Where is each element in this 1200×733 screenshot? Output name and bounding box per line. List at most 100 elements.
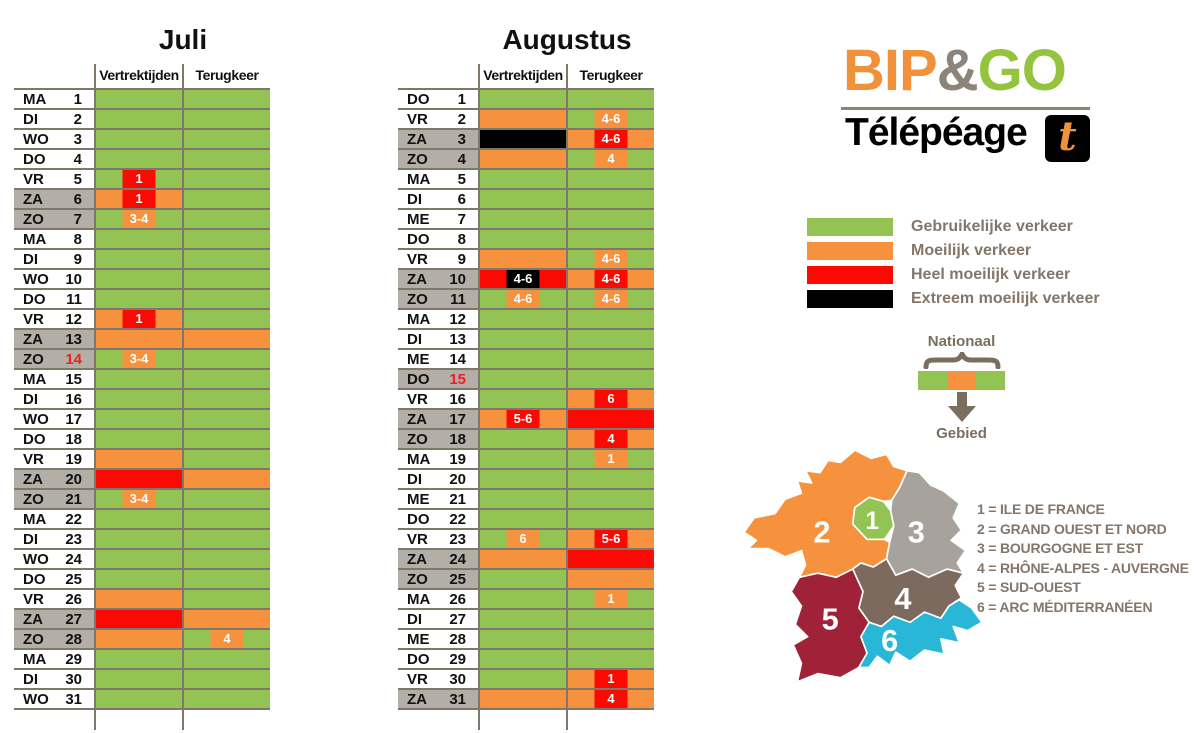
day-name: ZA bbox=[23, 330, 43, 348]
day-label: DO 15 bbox=[398, 370, 478, 388]
calendar-row: VR 30 1 bbox=[398, 668, 654, 688]
day-number: 4 bbox=[457, 150, 466, 168]
calendar-row: DO 25 bbox=[14, 568, 270, 588]
map-number-2: 2 bbox=[813, 514, 830, 549]
departure-cell bbox=[480, 130, 566, 148]
departure-cell: 4-6 bbox=[480, 270, 566, 288]
return-cell bbox=[568, 550, 654, 568]
t-glyph: t bbox=[1058, 113, 1077, 160]
calendar-row: VR 19 bbox=[14, 448, 270, 468]
day-name: MA bbox=[407, 450, 431, 468]
day-name: ZA bbox=[407, 410, 427, 428]
day-name: WO bbox=[23, 550, 49, 568]
return-cell bbox=[568, 610, 654, 628]
bar-segment-green bbox=[976, 371, 1005, 390]
calendar-row: VR 23 6 5-6 bbox=[398, 528, 654, 548]
departure-cell bbox=[96, 470, 182, 488]
return-cell bbox=[184, 310, 270, 328]
day-number: 27 bbox=[65, 610, 82, 628]
day-name: MA bbox=[23, 370, 47, 388]
day-label: WO 24 bbox=[14, 550, 94, 568]
day-name: VR bbox=[23, 590, 44, 608]
day-name: ME bbox=[407, 350, 430, 368]
day-number: 26 bbox=[65, 590, 82, 608]
region-list-item-1: 1 = ILE DE FRANCE bbox=[977, 501, 1105, 517]
calendar-row: WO 10 bbox=[14, 268, 270, 288]
day-name: ZA bbox=[407, 270, 427, 288]
day-number: 12 bbox=[65, 310, 82, 328]
day-number: 30 bbox=[449, 670, 466, 688]
day-name: ZA bbox=[407, 130, 427, 148]
calendar-row: ZO 18 4 bbox=[398, 428, 654, 448]
return-cell bbox=[184, 430, 270, 448]
day-number: 5 bbox=[457, 170, 466, 188]
day-name: DO bbox=[407, 510, 430, 528]
calendar-row: DO 22 bbox=[398, 508, 654, 528]
calendar-row: DO 15 bbox=[398, 368, 654, 388]
region-badge: 1 bbox=[122, 170, 156, 188]
region-badge: 4-6 bbox=[594, 250, 628, 268]
departure-cell bbox=[96, 90, 182, 108]
departure-cell: 3-4 bbox=[96, 210, 182, 228]
return-cell bbox=[184, 510, 270, 528]
day-number: 14 bbox=[65, 350, 82, 368]
day-number: 21 bbox=[65, 490, 82, 508]
day-name: DO bbox=[407, 90, 430, 108]
day-number: 18 bbox=[65, 430, 82, 448]
logo-go: GO bbox=[977, 38, 1067, 103]
day-name: MA bbox=[23, 650, 47, 668]
return-cell bbox=[568, 310, 654, 328]
region-badge: 1 bbox=[594, 450, 628, 468]
region-badge: 5-6 bbox=[594, 530, 628, 548]
departure-cell bbox=[96, 130, 182, 148]
departure-cell bbox=[96, 670, 182, 688]
nationaal-label: Nationaal bbox=[927, 333, 996, 350]
day-name: MA bbox=[23, 230, 47, 248]
calendar-row: ZA 24 bbox=[398, 548, 654, 568]
day-number: 18 bbox=[449, 430, 466, 448]
day-number: 28 bbox=[449, 630, 466, 648]
day-name: MA bbox=[23, 90, 47, 108]
map-number-4: 4 bbox=[894, 581, 911, 616]
day-number: 29 bbox=[65, 650, 82, 668]
day-label: ME 14 bbox=[398, 350, 478, 368]
day-name: ZA bbox=[407, 550, 427, 568]
calendar-row: MA 1 bbox=[14, 88, 270, 108]
calendar-row: DI 27 bbox=[398, 608, 654, 628]
day-label: DI 30 bbox=[14, 670, 94, 688]
day-label: DI 9 bbox=[14, 250, 94, 268]
calendar-row: WO 24 bbox=[14, 548, 270, 568]
departure-cell bbox=[96, 590, 182, 608]
legend-label: Moeilijk verkeer bbox=[911, 242, 1032, 259]
return-cell bbox=[568, 470, 654, 488]
france-region-map: 1 2 3 4 5 6 bbox=[743, 449, 983, 683]
day-label: DI 27 bbox=[398, 610, 478, 628]
calendar-row: ZA 3 4-6 bbox=[398, 128, 654, 148]
day-label: ZA 10 bbox=[398, 270, 478, 288]
departure-cell bbox=[96, 450, 182, 468]
region-badge: 1 bbox=[122, 190, 156, 208]
day-label: ZO 28 bbox=[14, 630, 94, 648]
day-number: 9 bbox=[73, 250, 82, 268]
bipgo-logo: BIP&GO bbox=[843, 42, 1067, 100]
region-badge: 4 bbox=[594, 150, 628, 168]
day-name: ZO bbox=[23, 630, 44, 648]
return-cell: 1 bbox=[568, 590, 654, 608]
day-label: ZO 4 bbox=[398, 150, 478, 168]
day-name: DO bbox=[23, 570, 46, 588]
return-cell bbox=[184, 270, 270, 288]
return-cell bbox=[184, 290, 270, 308]
day-name: WO bbox=[23, 690, 49, 708]
day-name: DI bbox=[407, 330, 422, 348]
region-badge: 5-6 bbox=[506, 410, 540, 428]
departure-cell: 4-6 bbox=[480, 290, 566, 308]
calendar-row: ZA 31 4 bbox=[398, 688, 654, 708]
region-badge: 3-4 bbox=[122, 350, 156, 368]
return-cell bbox=[184, 110, 270, 128]
departure-cell bbox=[480, 630, 566, 648]
day-name: DO bbox=[407, 230, 430, 248]
day-number: 24 bbox=[449, 550, 466, 568]
calendar-row: DI 16 bbox=[14, 388, 270, 408]
day-name: DI bbox=[407, 190, 422, 208]
return-cell bbox=[568, 570, 654, 588]
